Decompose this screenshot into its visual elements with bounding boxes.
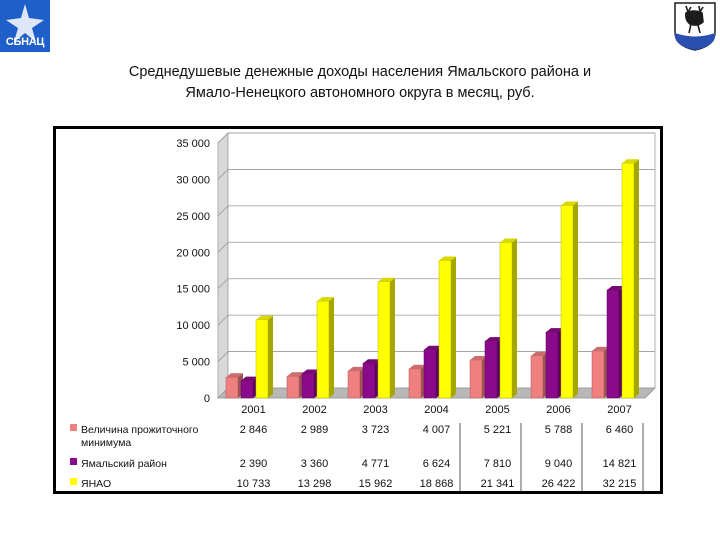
- data-label: 21 341: [481, 478, 515, 490]
- legend-label-3: ЯНАО: [81, 478, 111, 490]
- legend-key-3: [70, 478, 77, 485]
- logo-sbnac: СБНАЦ: [0, 0, 50, 52]
- data-label: 15 962: [359, 478, 393, 490]
- income-bar-chart: 0 5 000 10 000 15 000 20 000 25 000 30 000 35 0…: [70, 132, 656, 492]
- data-label: 4 771: [362, 458, 390, 470]
- bar-2007-3: [621, 159, 639, 399]
- bar-2002-2: [301, 369, 319, 399]
- bar-2004-1: [408, 364, 426, 399]
- legend-label-1: Величина прожиточного: [81, 424, 199, 436]
- y-tick-label: 15 000: [176, 284, 210, 296]
- title-line-1: Среднедушевые денежные доходы населения …: [128, 64, 592, 80]
- bar-2005-1: [469, 355, 487, 399]
- data-label: 5 221: [484, 424, 512, 436]
- data-label: 3 360: [301, 458, 329, 470]
- data-label: 4 007: [423, 424, 451, 436]
- y-tick-label: 35 000: [176, 138, 210, 150]
- bar-2002-1: [286, 372, 304, 399]
- bar-2003-2: [362, 359, 380, 399]
- plot-side-wall: [217, 132, 229, 399]
- x-tick-label: 2002: [302, 404, 326, 416]
- bar-2004-3: [438, 256, 456, 399]
- gridline: [217, 132, 655, 144]
- data-label: 14 821: [603, 458, 637, 470]
- legend-label-1: минимума: [81, 437, 131, 449]
- bar-2006-2: [545, 328, 563, 399]
- bar-2001-3: [255, 315, 273, 399]
- x-tick-label: 2001: [241, 404, 265, 416]
- data-label: 26 422: [542, 478, 576, 490]
- data-label: 2 846: [240, 424, 268, 436]
- y-tick-label: 20 000: [176, 247, 210, 259]
- yamal-deer-emblem-icon: [672, 0, 718, 52]
- logo-text: СБНАЦ: [5, 36, 45, 48]
- data-label: 13 298: [298, 478, 332, 490]
- bar-2006-3: [560, 201, 578, 399]
- page-title: Среднедушевые денежные доходы населения …: [70, 62, 650, 104]
- gridline: [217, 205, 655, 217]
- x-tick-label: 2005: [485, 404, 509, 416]
- bar-2007-2: [606, 286, 624, 399]
- legend-key-2: [70, 458, 77, 465]
- y-tick-label: 30 000: [176, 174, 210, 186]
- bar-2004-2: [423, 345, 441, 399]
- data-label: 7 810: [484, 458, 512, 470]
- bar-2001-1: [225, 373, 243, 399]
- y-tick-label: 10 000: [176, 320, 210, 332]
- data-label: 3 723: [362, 424, 390, 436]
- x-tick-label: 2003: [363, 404, 387, 416]
- data-label: 10 733: [237, 478, 271, 490]
- bar-2006-1: [530, 351, 548, 399]
- x-tick-label: 2007: [607, 404, 631, 416]
- legend-label-2: Ямальский район: [81, 458, 167, 470]
- data-label: 18 868: [420, 478, 454, 490]
- bar-2007-1: [591, 346, 609, 399]
- y-tick-label: 0: [204, 393, 210, 405]
- gridline: [217, 169, 655, 180]
- bar-2003-3: [377, 277, 395, 399]
- data-label: 32 215: [603, 478, 637, 490]
- data-label: 6 460: [606, 424, 634, 436]
- data-label: 9 040: [545, 458, 573, 470]
- bar-2005-3: [499, 238, 517, 399]
- legend-key-1: [70, 424, 77, 431]
- bar-2003-1: [347, 366, 365, 399]
- x-tick-label: 2006: [546, 404, 570, 416]
- x-tick-label: 2004: [424, 404, 448, 416]
- data-label: 2 989: [301, 424, 329, 436]
- y-tick-label: 5 000: [182, 357, 210, 369]
- data-label: 6 624: [423, 458, 451, 470]
- star-logo-icon: [6, 4, 44, 42]
- title-line-2: Ямало-Ненецкого автономного округа в мес…: [185, 85, 535, 101]
- y-tick-label: 25 000: [176, 211, 210, 223]
- data-label: 2 390: [240, 458, 268, 470]
- bar-2002-3: [316, 297, 334, 399]
- data-label: 5 788: [545, 424, 573, 436]
- bar-2001-2: [240, 376, 258, 399]
- bar-2005-2: [484, 337, 502, 399]
